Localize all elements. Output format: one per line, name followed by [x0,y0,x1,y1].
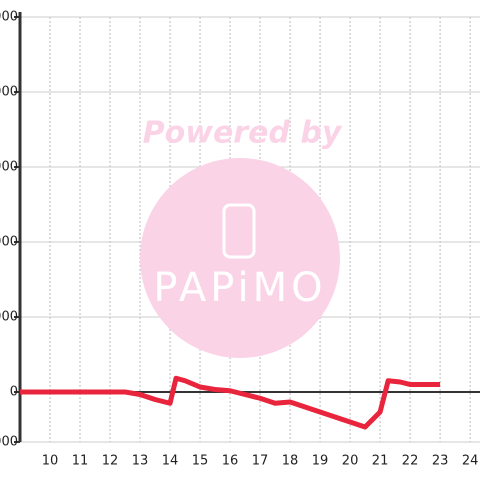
y-tick-label: 120,000 [0,85,18,100]
x-tick-label: 18 [282,454,299,469]
x-tick-label: 10 [42,454,59,469]
x-tick-label: 14 [162,454,179,469]
x-tick-label: 11 [72,454,89,469]
line-series [20,375,441,430]
x-tick-label: 24 [462,454,479,469]
watermark-text: PAPiMO [153,265,326,311]
x-tick-label: 19 [312,454,329,469]
watermark: Powered by PAPiMO [140,116,343,358]
y-tick-label: 90,000 [0,160,18,175]
watermark-text: Powered by [143,116,343,151]
x-tick-label: 16 [222,454,239,469]
x-tick-label: 23 [432,454,449,469]
y-tick-label: 0 [10,385,18,400]
y-tick-label: 150,000 [0,10,18,25]
x-tick-label: 17 [252,454,269,469]
x-tick-label: 22 [402,454,419,469]
watermark-icon [222,203,256,259]
x-tick-label: 21 [372,454,389,469]
y-tick-label: -20,000 [0,435,18,450]
y-tick-label: 30,000 [0,310,18,325]
x-tick-label: 20 [342,454,359,469]
x-tick-label: 12 [102,454,119,469]
y-tick-label: 60,000 [0,235,18,250]
x-tick-label: 13 [132,454,149,469]
x-tick-label: 15 [192,454,209,469]
